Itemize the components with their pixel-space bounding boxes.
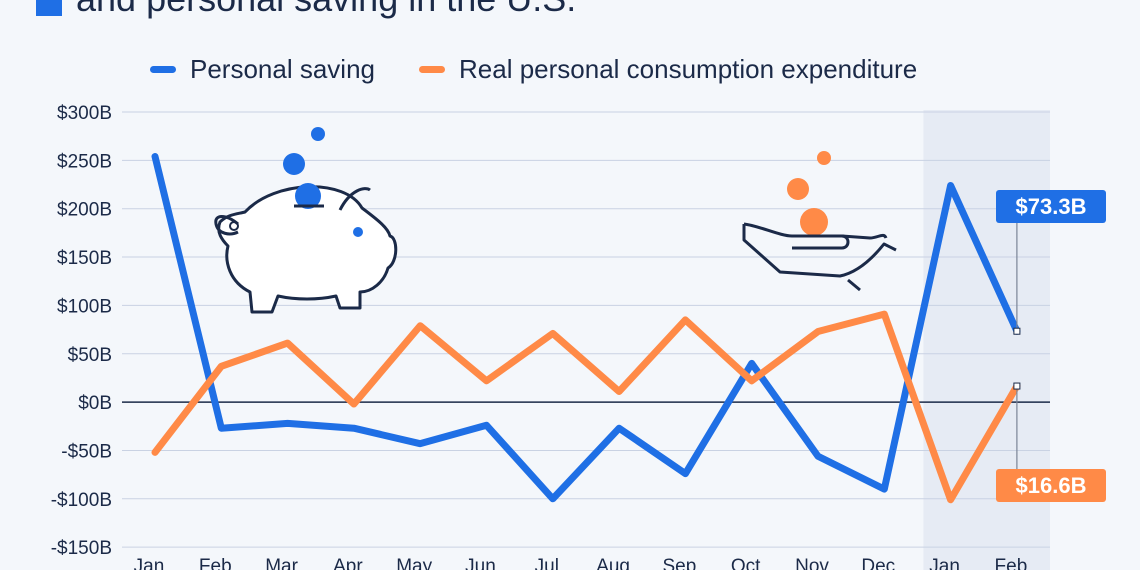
title-marker: [36, 0, 62, 16]
series-line-consumption: [151, 310, 1021, 504]
legend: Personal saving Real personal consumptio…: [150, 54, 917, 84]
piggy-bank-icon: [214, 127, 398, 314]
x-tick-label: May: [396, 556, 432, 570]
y-tick-label: -$50B: [61, 441, 112, 462]
legend-label-saving: Personal saving: [190, 53, 375, 84]
x-tick-label: Mar: [265, 556, 298, 570]
x-tick-label: Oct: [731, 556, 761, 570]
y-tick-label: $200B: [57, 200, 112, 221]
gridlines: [122, 111, 1050, 548]
x-axis-ticks: Jan Feb Mar Apr May Jun Jul Aug Sep Oct Nov Dec Jan F…: [134, 556, 1028, 570]
callouts: $73.3B $16.6B: [996, 190, 1106, 502]
y-tick-label: $250B: [57, 151, 112, 172]
legend-item-consumption: Real personal consumption expenditure: [419, 54, 917, 85]
legend-swatch-consumption: [419, 65, 445, 73]
y-tick-label: $0B: [78, 393, 112, 414]
y-tick-label: $50B: [68, 345, 112, 366]
callout-box-saving: [996, 190, 1106, 223]
x-tick-label: Dec: [861, 556, 895, 570]
callout-label-consumption: $16.6B: [1016, 473, 1087, 498]
x-tick-label: Jan: [929, 556, 960, 570]
legend-swatch-saving: [150, 65, 176, 73]
x-tick-label: Aug: [596, 556, 630, 570]
x-tick-label: Feb: [199, 556, 232, 570]
x-tick-label: Jul: [535, 556, 559, 570]
end-marker-saving: [1013, 327, 1021, 335]
chart-title: and personal saving in the U.S.: [76, 0, 576, 20]
x-tick-label: Sep: [662, 556, 696, 570]
y-tick-label: -$100B: [51, 490, 112, 511]
y-tick-label: $150B: [57, 248, 112, 269]
series-line-saving: [151, 152, 1021, 503]
x-tick-label: Nov: [795, 556, 829, 570]
series-lines: [151, 152, 1021, 504]
legend-item-saving: Personal saving: [150, 54, 375, 85]
callout-label-saving: $73.3B: [1016, 194, 1087, 219]
x-tick-label: Feb: [995, 556, 1028, 570]
x-tick-label: Apr: [333, 556, 363, 570]
x-tick-label: Jun: [465, 556, 496, 570]
hand-with-coins-icon: [742, 151, 897, 292]
y-tick-label: $100B: [57, 296, 112, 317]
callout-box-consumption: [996, 469, 1106, 502]
y-tick-label: -$150B: [51, 538, 112, 559]
end-marker-consumption: [1013, 382, 1021, 390]
y-axis-ticks: $300B $250B $200B $150B $100B $50B $0B -$50B -$1…: [51, 103, 112, 559]
legend-label-consumption: Real personal consumption expenditure: [459, 53, 918, 84]
y-tick-label: $300B: [57, 103, 112, 124]
x-tick-label: Jan: [134, 556, 165, 570]
